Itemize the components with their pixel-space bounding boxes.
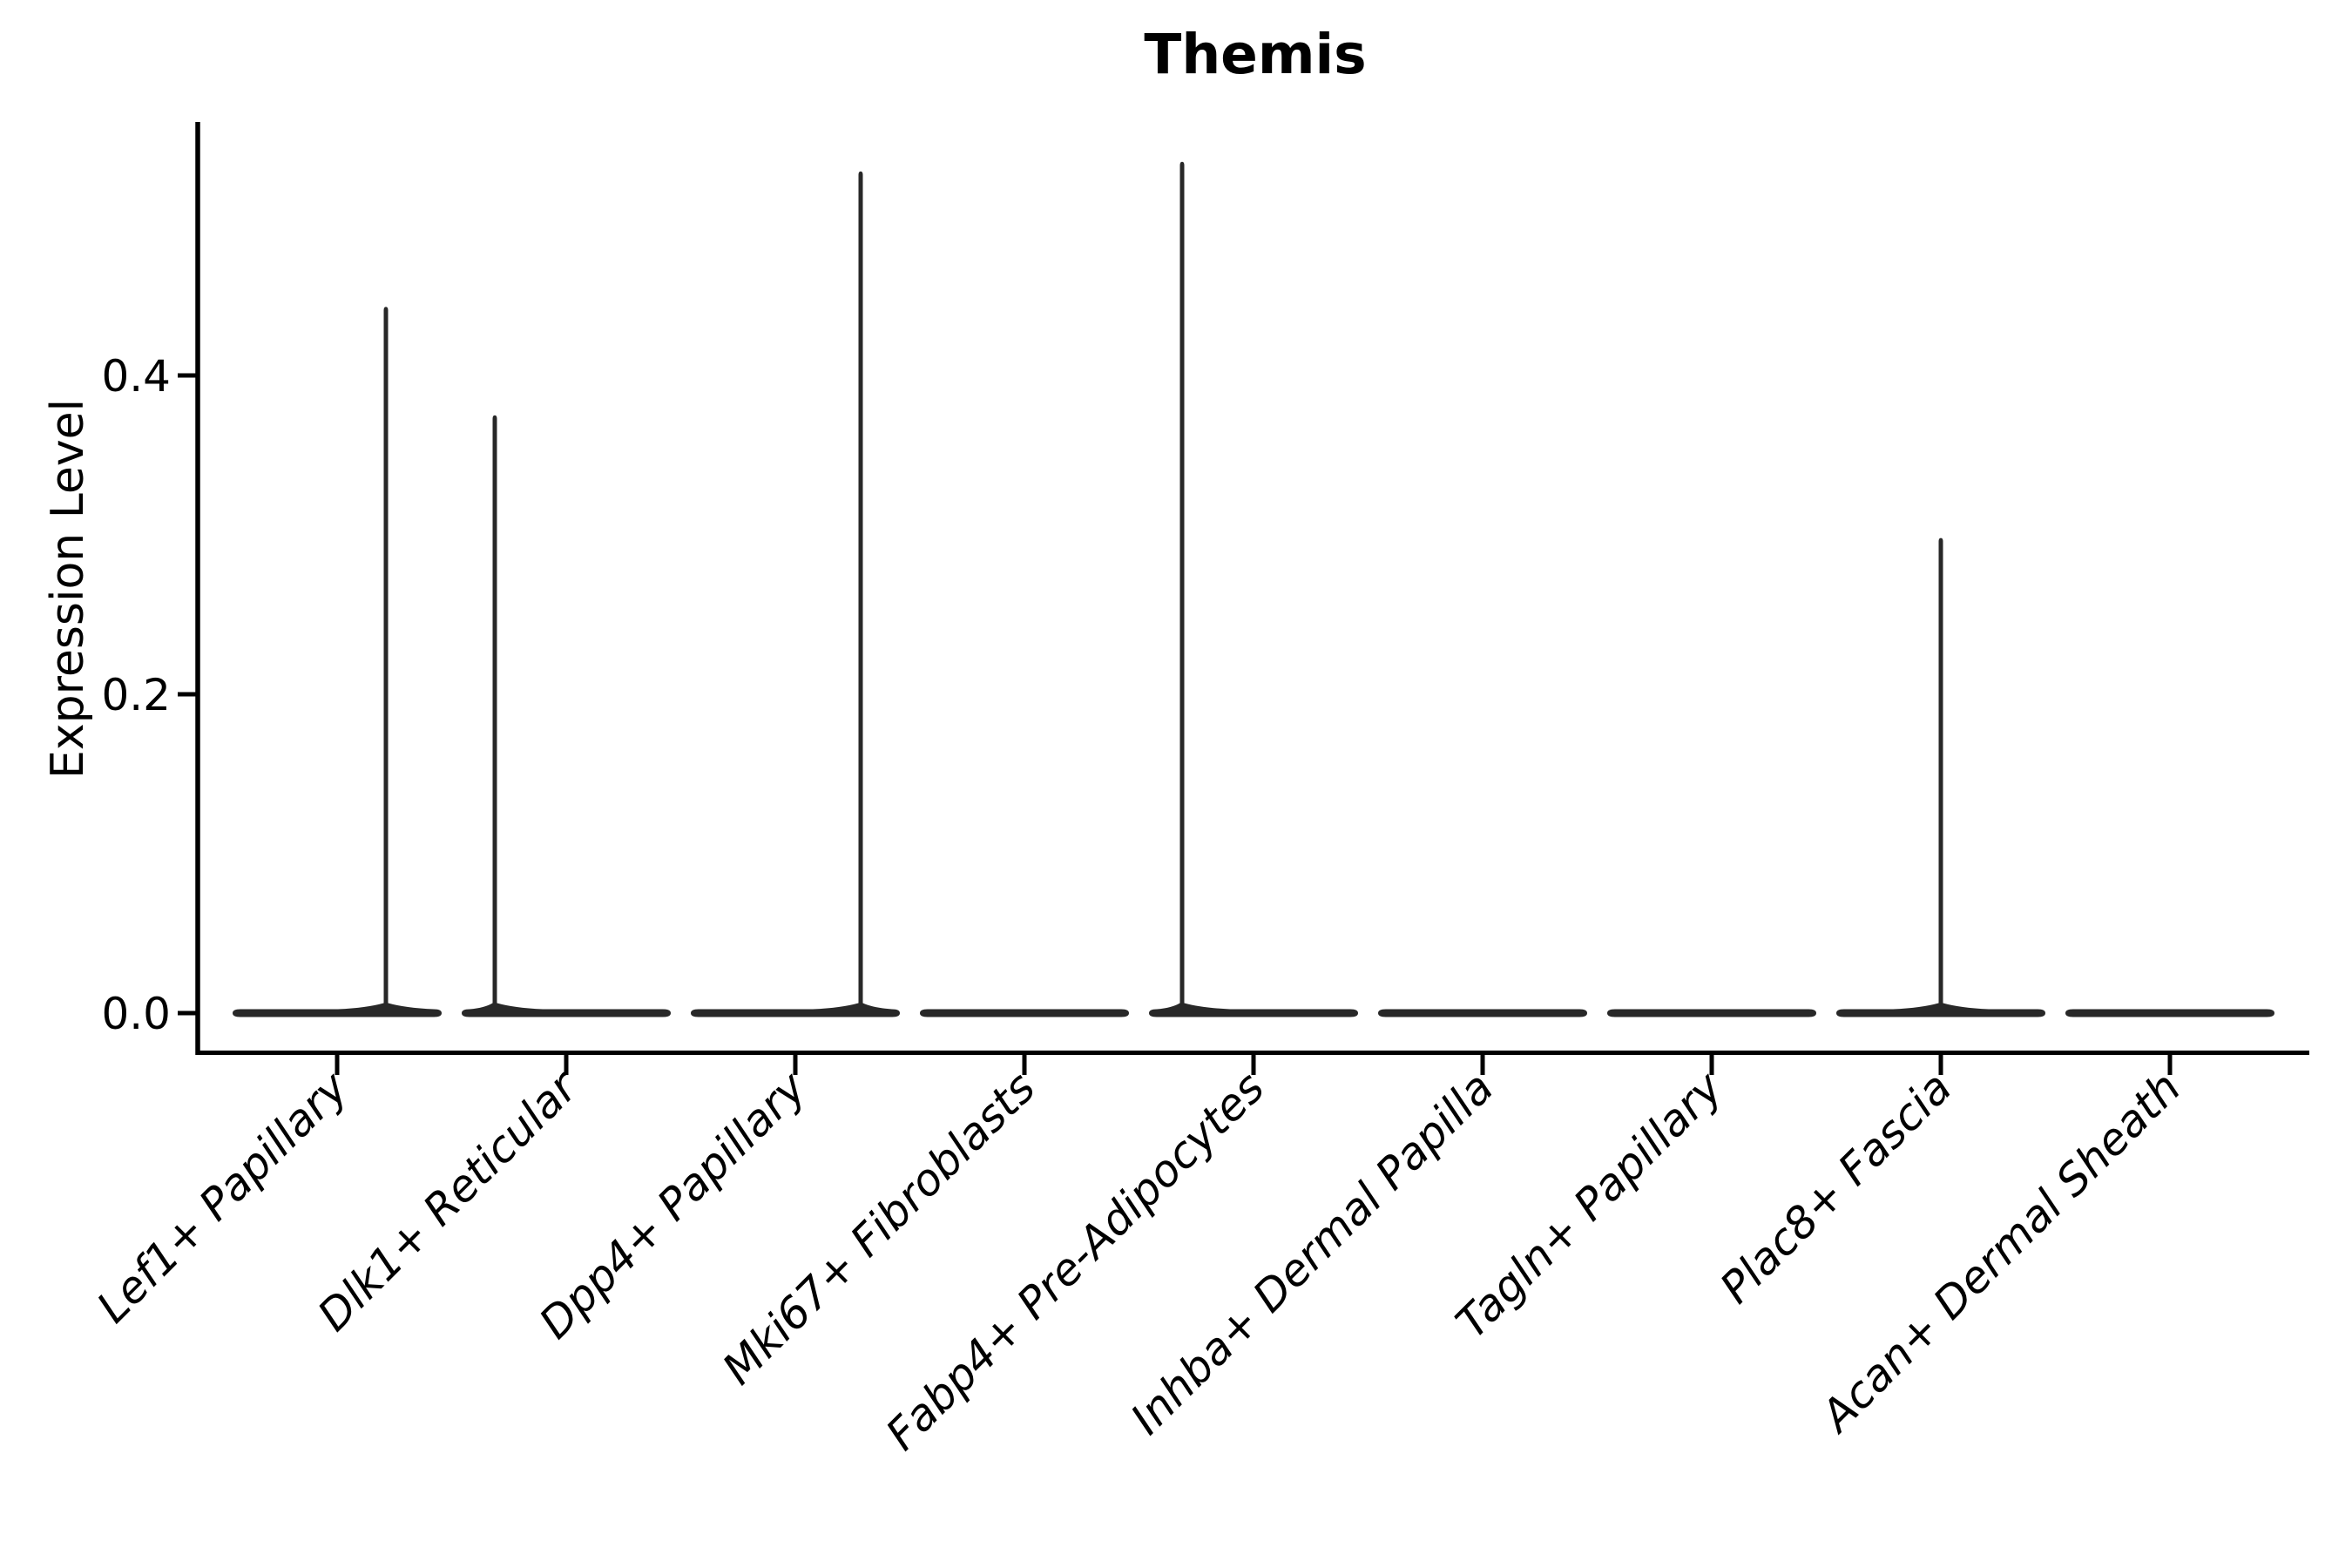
violin-shape [920, 1009, 1129, 1017]
x-tick-label: Plac8+ Fascia [1711, 1062, 1962, 1313]
violin-shape [691, 171, 900, 1017]
violin-shape [462, 415, 671, 1017]
y-tick-label: 0.4 [101, 351, 171, 402]
x-tick-label: Inhba+ Dermal Papilla [1121, 1062, 1503, 1443]
x-tick-label: Lef1+ Papillary [87, 1061, 358, 1332]
x-tick-label: Fabp4+ Pre-Adipocytes [876, 1062, 1274, 1460]
violin-shape [1836, 537, 2045, 1017]
violin-shape [233, 307, 442, 1017]
y-ticks-group: 0.0 0.2 0.4 [101, 351, 198, 1039]
axes-group [195, 122, 2309, 1055]
y-axis-label: Expression Level [42, 399, 94, 779]
violin-shape [1378, 1009, 1587, 1017]
violins-group [233, 161, 2274, 1017]
x-tick-label: Acan+ Dermal Sheath [1810, 1062, 2191, 1443]
violin-shape [1149, 161, 1358, 1017]
y-tick-label: 0.2 [101, 670, 171, 720]
chart-title: Themis [1144, 23, 1366, 86]
violin-shape [1607, 1009, 1816, 1017]
y-tick-label: 0.0 [101, 989, 171, 1039]
violin-shape [2065, 1009, 2274, 1017]
